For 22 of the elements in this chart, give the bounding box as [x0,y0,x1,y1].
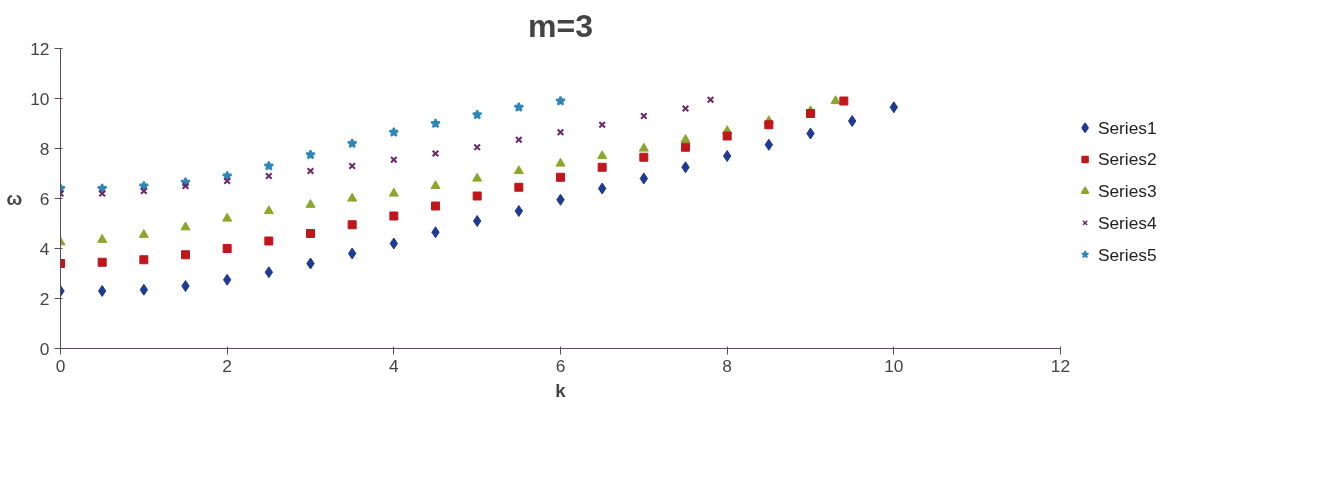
y-tick-label: 4 [39,238,50,259]
x-axis-title: k [555,379,567,401]
x-tick-label: 12 [1050,355,1071,376]
x-tick-label: 8 [722,355,732,376]
y-tick-label: 10 [30,88,50,109]
y-tick-label: 8 [39,138,50,159]
x-tick-label: 0 [55,355,66,376]
legend-label: Series5 [1097,244,1157,265]
x-tick-label: 4 [389,355,400,376]
x-tick-label: 6 [555,355,566,376]
x-tick-label: 10 [884,355,904,376]
legend-label: Series2 [1097,149,1157,170]
y-tick-label: 6 [39,188,50,209]
y-axis-title: ω [6,188,23,209]
legend-label: Series3 [1097,181,1157,202]
chart-title: m=3 [528,7,593,44]
y-tick-label: 0 [39,338,50,359]
y-tick-label: 2 [39,288,50,309]
legend-label: Series1 [1097,117,1157,138]
y-tick-label: 12 [30,38,50,59]
x-tick-label: 2 [222,355,232,376]
legend-label: Series4 [1097,212,1158,233]
